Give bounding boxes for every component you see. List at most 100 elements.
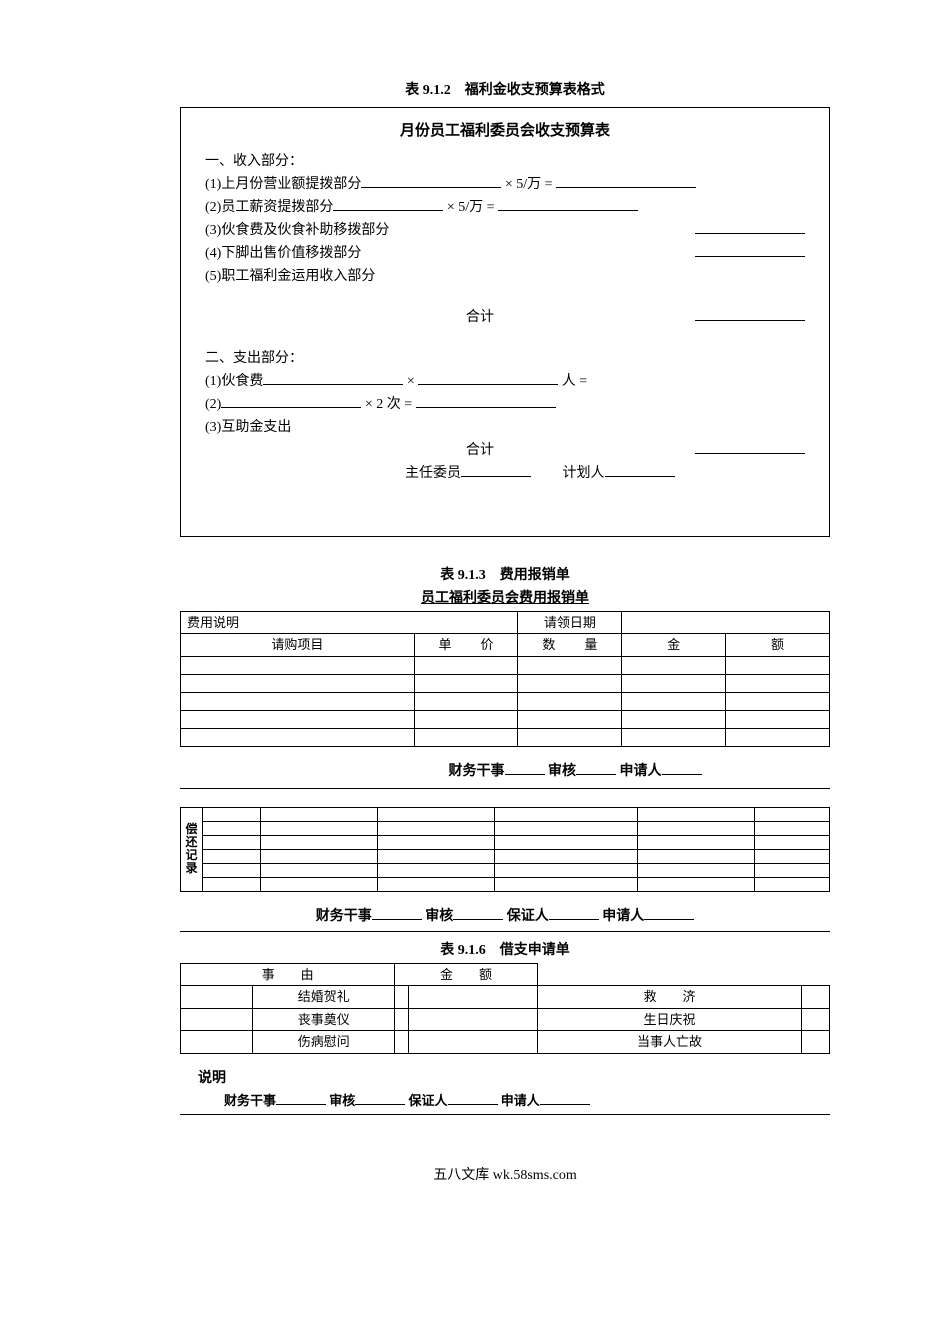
col-amt-a: 金 bbox=[622, 634, 726, 657]
blank bbox=[333, 199, 443, 211]
blank bbox=[695, 309, 805, 321]
blank bbox=[556, 176, 696, 188]
blank bbox=[644, 908, 694, 920]
r3a: 伤病慰问 bbox=[253, 1031, 395, 1054]
sig-finance-3: 财务干事 bbox=[224, 1093, 276, 1108]
r3b: 当事人亡故 bbox=[537, 1031, 801, 1054]
income-item-1: (1)上月份营业额提拨部分 × 5/万 = bbox=[205, 174, 805, 195]
blank bbox=[461, 465, 531, 477]
income-item-3: (3)伙食费及伙食补助移拨部分 bbox=[205, 220, 805, 241]
col-amt-b: 额 bbox=[726, 634, 830, 657]
blank bbox=[695, 222, 805, 234]
sig-chair: 主任委员 bbox=[405, 466, 461, 481]
table-916-caption: 表 9.1.6 借支申请单 bbox=[180, 940, 830, 961]
borrow-table: 事 由 金 额 结婚贺礼 救 济 丧事奠仪 生日庆祝 伤病慰问 当事人亡故 bbox=[180, 963, 830, 1054]
table-row: 丧事奠仪 生日庆祝 bbox=[181, 1008, 830, 1031]
table-row: 伤病慰问 当事人亡故 bbox=[181, 1031, 830, 1054]
divider bbox=[180, 931, 830, 932]
repay-signatures: 财务干事 审核 保证人 申请人 bbox=[180, 906, 830, 927]
table-row bbox=[181, 656, 830, 674]
table-row: 结婚贺礼 救 济 bbox=[181, 986, 830, 1009]
total-label: 合计 bbox=[466, 310, 494, 325]
expense-total: 合计 bbox=[205, 440, 805, 461]
blank bbox=[576, 763, 616, 775]
expense-table: 费用说明 请领日期 请购项目 单 价 数 量 金 额 bbox=[180, 611, 830, 747]
blank bbox=[263, 373, 403, 385]
table-row bbox=[181, 835, 830, 849]
sig-guarantor-2: 保证人 bbox=[409, 1093, 448, 1108]
income-item-5: (5)职工福利金运用收入部分 bbox=[205, 266, 805, 287]
note-label: 说明 bbox=[198, 1068, 830, 1089]
blank bbox=[361, 176, 501, 188]
date-value bbox=[622, 611, 830, 634]
table-row bbox=[181, 849, 830, 863]
date-header: 请领日期 bbox=[518, 611, 622, 634]
blank bbox=[276, 1093, 326, 1105]
blank bbox=[540, 1093, 590, 1105]
table-row bbox=[181, 674, 830, 692]
sig-applicant-2: 申请人 bbox=[602, 909, 644, 924]
blank bbox=[695, 442, 805, 454]
sig-review-3: 审核 bbox=[329, 1093, 355, 1108]
fee-desc-header: 费用说明 bbox=[181, 611, 518, 634]
r1b: 救 济 bbox=[537, 986, 801, 1009]
sig-finance: 财务干事 bbox=[449, 764, 505, 779]
e1b: × bbox=[407, 374, 415, 389]
income-section-label: 一、收入部分： bbox=[205, 151, 805, 172]
table-row bbox=[181, 821, 830, 835]
blank bbox=[355, 1093, 405, 1105]
budget-box: 月份员工福利委员会收支预算表 一、收入部分： (1)上月份营业额提拨部分 × 5… bbox=[180, 107, 830, 537]
income-total: 合计 bbox=[205, 307, 805, 328]
expense-item-2: (2) × 2 次 = bbox=[205, 394, 805, 415]
income-2-text-a: (2)员工薪资提拨部分 bbox=[205, 200, 333, 215]
income-item-2: (2)员工薪资提拨部分 × 5/万 = bbox=[205, 197, 805, 218]
blank bbox=[372, 908, 422, 920]
blank bbox=[416, 396, 556, 408]
blank bbox=[695, 245, 805, 257]
sig-916: 财务干事 审核 保证人 申请人 bbox=[180, 1091, 830, 1111]
expense-item-3: (3)互助金支出 bbox=[205, 417, 805, 438]
blank bbox=[605, 465, 675, 477]
divider bbox=[180, 788, 830, 789]
page-footer: 五八文库 wk.58sms.com bbox=[180, 1165, 830, 1186]
income-item-4: (4)下脚出售价值移拨部分 bbox=[205, 243, 805, 264]
repay-table: 偿还记录 bbox=[180, 807, 830, 892]
blank bbox=[448, 1093, 498, 1105]
expense-item-1: (1)伙食费 × 人 = bbox=[205, 371, 805, 392]
blank bbox=[662, 763, 702, 775]
r2a: 丧事奠仪 bbox=[253, 1008, 395, 1031]
table-912-caption: 表 9.1.2 福利金收支预算表格式 bbox=[180, 80, 830, 101]
sig-guarantor: 保证人 bbox=[507, 909, 549, 924]
expense-section-label: 二、支出部分： bbox=[205, 348, 805, 369]
page: 表 9.1.2 福利金收支预算表格式 月份员工福利委员会收支预算表 一、收入部分… bbox=[0, 0, 950, 1226]
blank bbox=[221, 396, 361, 408]
e1a: (1)伙食费 bbox=[205, 374, 263, 389]
repay-label: 偿还记录 bbox=[181, 807, 203, 891]
h-blank bbox=[537, 963, 829, 986]
sig-applicant-3: 申请人 bbox=[501, 1093, 540, 1108]
e2a: (2) bbox=[205, 397, 221, 412]
col-item: 请购项目 bbox=[181, 634, 415, 657]
income-1-text-b: × 5/万 = bbox=[505, 177, 553, 192]
budget-heading: 月份员工福利委员会收支预算表 bbox=[205, 120, 805, 143]
table-row bbox=[181, 863, 830, 877]
e2b: × 2 次 = bbox=[365, 397, 412, 412]
total-label-2: 合计 bbox=[466, 443, 494, 458]
e1c: 人 = bbox=[562, 374, 587, 389]
table-row bbox=[181, 877, 830, 891]
income-1-text-a: (1)上月份营业额提拨部分 bbox=[205, 177, 361, 192]
blank bbox=[453, 908, 503, 920]
table-row bbox=[181, 728, 830, 746]
income-2-text-b: × 5/万 = bbox=[447, 200, 495, 215]
divider bbox=[180, 1114, 830, 1115]
blank bbox=[418, 373, 558, 385]
sig-913: 财务干事 审核 申请人 bbox=[180, 761, 830, 782]
r2b: 生日庆祝 bbox=[537, 1008, 801, 1031]
blank bbox=[505, 763, 545, 775]
col-qty: 数 量 bbox=[518, 634, 622, 657]
budget-signatures: 主任委员 计划人 bbox=[205, 463, 805, 484]
h-reason: 事 由 bbox=[181, 963, 395, 986]
table-913-sub: 员工福利委员会费用报销单 bbox=[180, 588, 830, 609]
table-913-caption: 表 9.1.3 费用报销单 bbox=[180, 565, 830, 586]
col-price: 单 价 bbox=[414, 634, 518, 657]
